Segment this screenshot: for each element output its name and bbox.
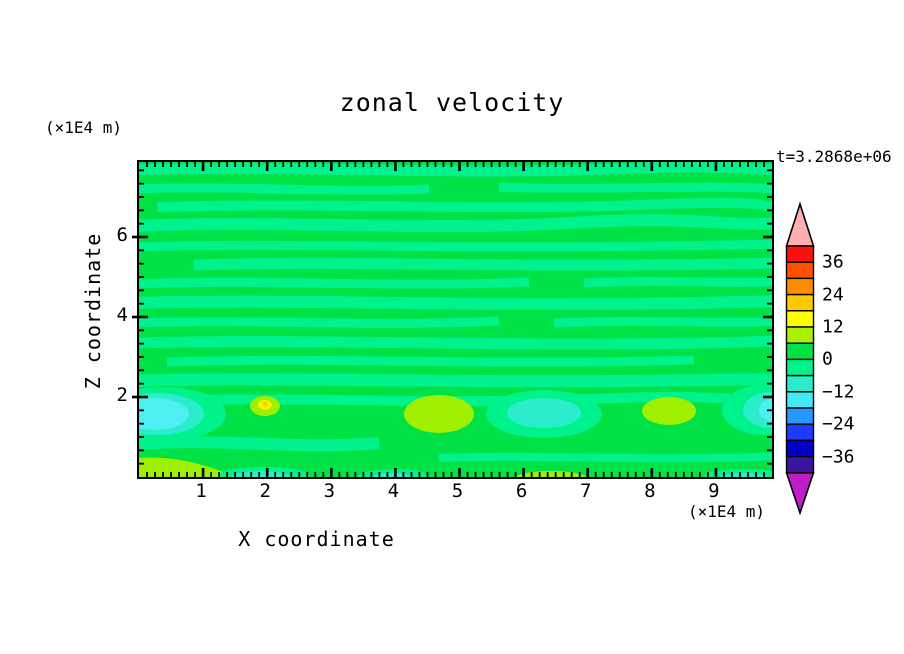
colorbar-band bbox=[785, 342, 815, 361]
chartreuse-blob-big bbox=[404, 395, 474, 433]
colorbar-band bbox=[785, 455, 815, 474]
upper-streaks bbox=[139, 162, 772, 407]
colorbar-band bbox=[785, 358, 815, 377]
y-axis-unit-label: (×1E4 m) bbox=[45, 118, 123, 137]
colorbar-graphic bbox=[785, 201, 815, 516]
colorbar-label: 0 bbox=[822, 348, 833, 370]
x-tick-label: 9 bbox=[708, 480, 720, 502]
colorbar-band bbox=[785, 310, 815, 328]
colorbar-band bbox=[785, 407, 815, 425]
colorbar-band bbox=[785, 391, 815, 409]
colorbar-label: 12 bbox=[822, 316, 844, 338]
colorbar-label: 36 bbox=[822, 251, 844, 273]
time-annotation: t=3.2868e+06 bbox=[776, 147, 892, 166]
x-tick-label: 4 bbox=[387, 480, 400, 502]
colorbar-band bbox=[785, 439, 815, 458]
x-tick-label: 7 bbox=[579, 480, 592, 502]
colorbar-label: −36 bbox=[822, 446, 855, 468]
colorbar-band bbox=[785, 423, 815, 442]
colorbar-label: −24 bbox=[822, 413, 855, 435]
chartreuse-blob-right bbox=[642, 397, 696, 425]
x-axis-unit-label: (×1E4 m) bbox=[688, 502, 766, 521]
colorbar-band bbox=[785, 245, 815, 263]
colorbar-lower-arrow bbox=[785, 471, 815, 516]
turquoise-bottom-2 bbox=[371, 473, 413, 477]
x-tick-label: 1 bbox=[195, 480, 207, 502]
colorbar-label: −12 bbox=[822, 381, 855, 403]
x-tick-label: 2 bbox=[259, 480, 271, 502]
colorbar-upper-arrow bbox=[785, 201, 815, 247]
colorbar: 36 24 12 0 −12 −24 −36 bbox=[784, 201, 896, 516]
y-tick-label: 2 bbox=[116, 384, 128, 406]
x-tick-label: 6 bbox=[515, 480, 528, 502]
figure-title: zonal velocity bbox=[339, 88, 565, 117]
contour-field bbox=[139, 162, 772, 477]
colorbar-label: 24 bbox=[822, 284, 844, 306]
colorbar-band bbox=[785, 293, 815, 312]
turquoise-blob-mid bbox=[507, 398, 581, 428]
gold-dot bbox=[262, 401, 268, 407]
colorbar-band bbox=[785, 261, 815, 280]
turquoise-ring-right bbox=[743, 392, 772, 428]
x-tick-label: 5 bbox=[451, 480, 464, 502]
x-tick-label: 3 bbox=[323, 480, 336, 502]
contour-plot bbox=[132, 160, 774, 479]
y-tick-label: 4 bbox=[116, 304, 128, 326]
axis-ticks bbox=[132, 162, 772, 477]
y-tick-label: 6 bbox=[116, 224, 128, 246]
colorbar-band bbox=[785, 277, 815, 296]
x-tick-label: 8 bbox=[644, 480, 656, 502]
colorbar-band bbox=[785, 374, 815, 393]
cyan-blob-right bbox=[759, 398, 772, 422]
colorbar-band bbox=[785, 326, 815, 344]
x-axis-label: X coordinate bbox=[238, 527, 395, 551]
chartreuse-bottom bbox=[515, 471, 587, 477]
cyan-blob-left bbox=[139, 398, 189, 430]
